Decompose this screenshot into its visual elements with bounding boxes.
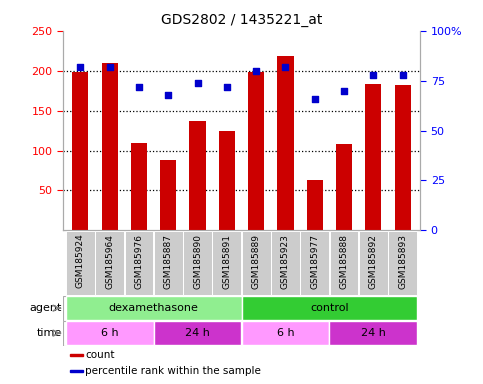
Bar bbox=[395, 85, 411, 230]
Text: 24 h: 24 h bbox=[185, 328, 210, 338]
Bar bbox=[329, 321, 417, 345]
Bar bbox=[219, 131, 235, 230]
Text: 24 h: 24 h bbox=[361, 328, 386, 338]
Bar bbox=[307, 180, 323, 230]
FancyBboxPatch shape bbox=[388, 231, 417, 295]
Text: GSM185889: GSM185889 bbox=[252, 233, 261, 289]
Bar bbox=[242, 321, 329, 345]
Bar bbox=[160, 160, 176, 230]
FancyBboxPatch shape bbox=[125, 231, 153, 295]
Text: 6 h: 6 h bbox=[101, 328, 118, 338]
Point bbox=[135, 84, 143, 90]
Bar bbox=[72, 72, 88, 230]
Title: GDS2802 / 1435221_at: GDS2802 / 1435221_at bbox=[161, 13, 322, 27]
Point bbox=[369, 71, 377, 78]
FancyBboxPatch shape bbox=[330, 231, 358, 295]
Text: time: time bbox=[37, 328, 62, 338]
Bar bbox=[248, 72, 264, 230]
Text: GSM185891: GSM185891 bbox=[222, 233, 231, 289]
FancyBboxPatch shape bbox=[359, 231, 388, 295]
Point bbox=[282, 64, 289, 70]
Point bbox=[340, 88, 348, 94]
Bar bbox=[277, 56, 294, 230]
Bar bbox=[365, 84, 382, 230]
Text: GSM185924: GSM185924 bbox=[76, 233, 85, 288]
Bar bbox=[336, 144, 352, 230]
Bar bbox=[66, 296, 242, 320]
Bar bbox=[154, 321, 242, 345]
Text: GSM185890: GSM185890 bbox=[193, 233, 202, 289]
FancyBboxPatch shape bbox=[183, 231, 212, 295]
Point bbox=[164, 91, 172, 98]
Point bbox=[194, 79, 201, 86]
Text: count: count bbox=[85, 350, 114, 360]
Text: GSM185887: GSM185887 bbox=[164, 233, 173, 289]
FancyBboxPatch shape bbox=[300, 231, 329, 295]
Bar bbox=[70, 354, 83, 356]
FancyBboxPatch shape bbox=[66, 231, 95, 295]
Bar bbox=[66, 321, 154, 345]
Text: GSM185977: GSM185977 bbox=[310, 233, 319, 289]
Bar bbox=[242, 296, 417, 320]
Text: GSM185893: GSM185893 bbox=[398, 233, 407, 289]
FancyBboxPatch shape bbox=[213, 231, 241, 295]
Text: percentile rank within the sample: percentile rank within the sample bbox=[85, 366, 261, 376]
Bar bbox=[101, 63, 118, 230]
Bar bbox=[131, 142, 147, 230]
Point bbox=[252, 68, 260, 74]
Point bbox=[106, 64, 114, 70]
Point bbox=[311, 96, 319, 102]
Text: GSM185964: GSM185964 bbox=[105, 233, 114, 288]
Text: GSM185888: GSM185888 bbox=[340, 233, 349, 289]
Text: GSM185976: GSM185976 bbox=[134, 233, 143, 289]
Text: 6 h: 6 h bbox=[277, 328, 294, 338]
Text: dexamethasone: dexamethasone bbox=[109, 303, 199, 313]
Text: GSM185923: GSM185923 bbox=[281, 233, 290, 288]
Point bbox=[399, 71, 407, 78]
Text: control: control bbox=[310, 303, 349, 313]
Text: GSM185892: GSM185892 bbox=[369, 233, 378, 288]
Point bbox=[223, 84, 231, 90]
Bar bbox=[70, 370, 83, 372]
Bar bbox=[189, 121, 206, 230]
FancyBboxPatch shape bbox=[95, 231, 124, 295]
FancyBboxPatch shape bbox=[154, 231, 183, 295]
FancyBboxPatch shape bbox=[242, 231, 270, 295]
Text: agent: agent bbox=[30, 303, 62, 313]
Point bbox=[76, 64, 84, 70]
FancyBboxPatch shape bbox=[271, 231, 300, 295]
